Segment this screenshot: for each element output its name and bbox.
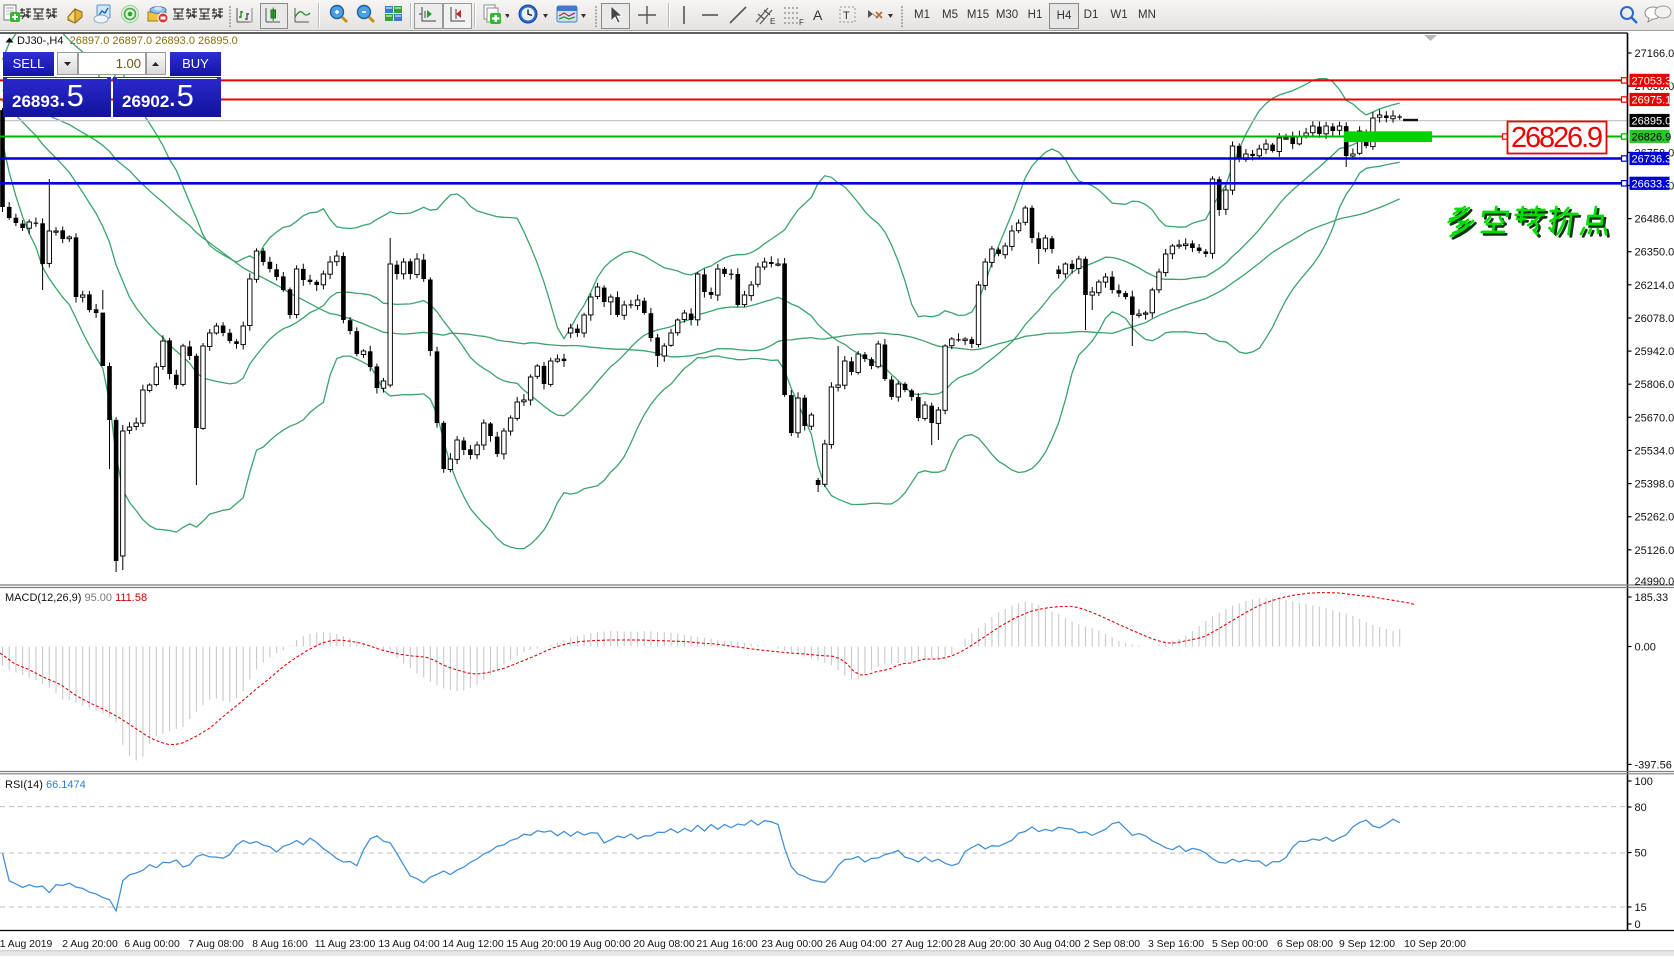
svg-text:27166.0: 27166.0 (1635, 48, 1674, 60)
svg-text:23 Aug 00:00: 23 Aug 00:00 (761, 939, 822, 950)
svg-text:20 Aug 08:00: 20 Aug 08:00 (633, 939, 694, 950)
svg-text:27053.3: 27053.3 (1632, 75, 1672, 87)
svg-text:100: 100 (1635, 776, 1653, 788)
svg-text:8 Aug 16:00: 8 Aug 16:00 (252, 939, 308, 950)
svg-text:19 Aug 00:00: 19 Aug 00:00 (569, 939, 630, 950)
svg-text:10 Sep 20:00: 10 Sep 20:00 (1404, 939, 1466, 950)
svg-text:28 Aug 20:00: 28 Aug 20:00 (954, 939, 1015, 950)
svg-text:26895.0: 26895.0 (1632, 116, 1672, 128)
svg-text:F: F (799, 18, 804, 26)
svg-text:1 Aug 2019: 1 Aug 2019 (0, 939, 53, 950)
svg-text:25670.0: 25670.0 (1635, 412, 1674, 424)
svg-text:2 Sep 08:00: 2 Sep 08:00 (1084, 939, 1140, 950)
svg-text:26736.3: 26736.3 (1632, 154, 1672, 166)
svg-text:0: 0 (1635, 919, 1641, 931)
svg-text:26826.9: 26826.9 (1632, 132, 1672, 144)
svg-text:21 Aug 16:00: 21 Aug 16:00 (696, 939, 757, 950)
svg-text:3 Sep 16:00: 3 Sep 16:00 (1148, 939, 1204, 950)
svg-text:27 Aug 12:00: 27 Aug 12:00 (891, 939, 952, 950)
svg-text:7 Aug 08:00: 7 Aug 08:00 (188, 939, 244, 950)
svg-text:E: E (770, 17, 775, 26)
svg-text:RSI(14) 66.1474: RSI(14) 66.1474 (5, 779, 86, 791)
svg-text:26214.0: 26214.0 (1635, 280, 1674, 292)
svg-text:13 Aug 04:00: 13 Aug 04:00 (378, 939, 439, 950)
svg-text:15: 15 (1635, 902, 1647, 914)
svg-text:185.33: 185.33 (1635, 592, 1669, 604)
svg-text:14 Aug 12:00: 14 Aug 12:00 (442, 939, 503, 950)
svg-text:2 Aug 20:00: 2 Aug 20:00 (62, 939, 118, 950)
svg-text:24990.0: 24990.0 (1635, 576, 1674, 588)
svg-text:T: T (843, 10, 850, 22)
svg-text:30 Aug 04:00: 30 Aug 04:00 (1019, 939, 1080, 950)
svg-text:26078.0: 26078.0 (1635, 313, 1674, 325)
svg-text:11 Aug 23:00: 11 Aug 23:00 (315, 939, 376, 950)
svg-text:-397.56: -397.56 (1635, 759, 1672, 771)
svg-text:80: 80 (1635, 802, 1647, 814)
svg-text:A: A (813, 7, 823, 23)
svg-text:MACD(12,26,9) 95.00 111.58: MACD(12,26,9) 95.00 111.58 (5, 592, 147, 604)
svg-text:15 Aug 20:00: 15 Aug 20:00 (506, 939, 567, 950)
svg-text:9 Sep 12:00: 9 Sep 12:00 (1339, 939, 1395, 950)
svg-text:26350.0: 26350.0 (1635, 247, 1674, 259)
svg-text:26975.1: 26975.1 (1632, 95, 1672, 107)
svg-text:25806.0: 25806.0 (1635, 379, 1674, 391)
svg-text:26486.0: 26486.0 (1635, 214, 1674, 226)
svg-text:50: 50 (1635, 848, 1647, 860)
svg-text:26633.3: 26633.3 (1632, 178, 1672, 190)
svg-text:26 Aug 04:00: 26 Aug 04:00 (825, 939, 886, 950)
svg-text:0.00: 0.00 (1635, 642, 1656, 654)
svg-text:25126.0: 25126.0 (1635, 545, 1674, 557)
svg-text:6 Aug 00:00: 6 Aug 00:00 (124, 939, 180, 950)
svg-text:DJ30-,H4 26897.0 26897.0 2689: DJ30-,H4 26897.0 26897.0 26893.0 26895.0 (17, 35, 238, 47)
svg-text:25262.0: 25262.0 (1635, 512, 1674, 524)
svg-text:25398.0: 25398.0 (1635, 479, 1674, 491)
svg-text:26826.9: 26826.9 (1511, 122, 1603, 154)
svg-text:25942.0: 25942.0 (1635, 346, 1674, 358)
svg-text:5 Sep 00:00: 5 Sep 00:00 (1212, 939, 1268, 950)
svg-text:6 Sep 08:00: 6 Sep 08:00 (1277, 939, 1333, 950)
svg-text:25534.0: 25534.0 (1635, 445, 1674, 457)
